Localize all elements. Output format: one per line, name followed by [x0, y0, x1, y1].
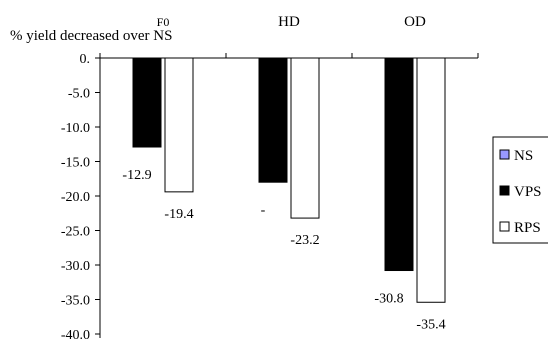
legend: NS VPS RPS	[492, 136, 548, 244]
y-tick-label: -40.0	[61, 328, 90, 340]
data-label-layer: -12.9 -19.4 - -23.2 -30.8 -35.4	[122, 168, 445, 332]
y-tick-label: -5.0	[68, 87, 90, 102]
bar-rps	[164, 57, 194, 193]
data-label-vps: -30.8	[374, 292, 403, 307]
y-axis-label: % yield decreased over NS	[10, 28, 172, 44]
bar-vps	[384, 57, 414, 272]
legend-swatch-vps	[499, 185, 510, 196]
category-label: OD	[404, 14, 426, 30]
bar-rps	[416, 57, 446, 303]
data-label-rps: -19.4	[164, 207, 193, 222]
y-tick-label: 0.	[80, 52, 91, 67]
data-label-vps: -12.9	[122, 168, 151, 183]
bar-vps	[258, 57, 288, 183]
category-label: HD	[278, 14, 300, 30]
legend-swatch-ns	[499, 149, 510, 160]
data-label-vps: -	[261, 203, 266, 218]
y-tick-label: -20.0	[61, 190, 90, 205]
bar-layer	[132, 57, 446, 303]
bar-rps	[290, 57, 320, 219]
y-tick-label: -25.0	[61, 225, 90, 240]
category-label: F0	[157, 15, 170, 29]
axis-layer: 0. -5.0 -10.0 -15.0 -20.0 -25.0 -30.0 -35.0 -40.…	[61, 14, 479, 343]
bar-vps	[132, 57, 162, 148]
y-tick-label: -35.0	[61, 294, 90, 309]
data-label-rps: -23.2	[290, 233, 319, 248]
legend-swatch-rps	[499, 221, 510, 232]
y-tick-label: -30.0	[61, 259, 90, 274]
legend-label-vps: VPS	[514, 184, 542, 200]
y-tick-label: -15.0	[61, 156, 90, 171]
data-label-rps: -35.4	[416, 317, 445, 332]
legend-label-rps: RPS	[514, 220, 541, 236]
legend-label-ns: NS	[514, 148, 533, 164]
y-tick-label: -10.0	[61, 121, 90, 136]
